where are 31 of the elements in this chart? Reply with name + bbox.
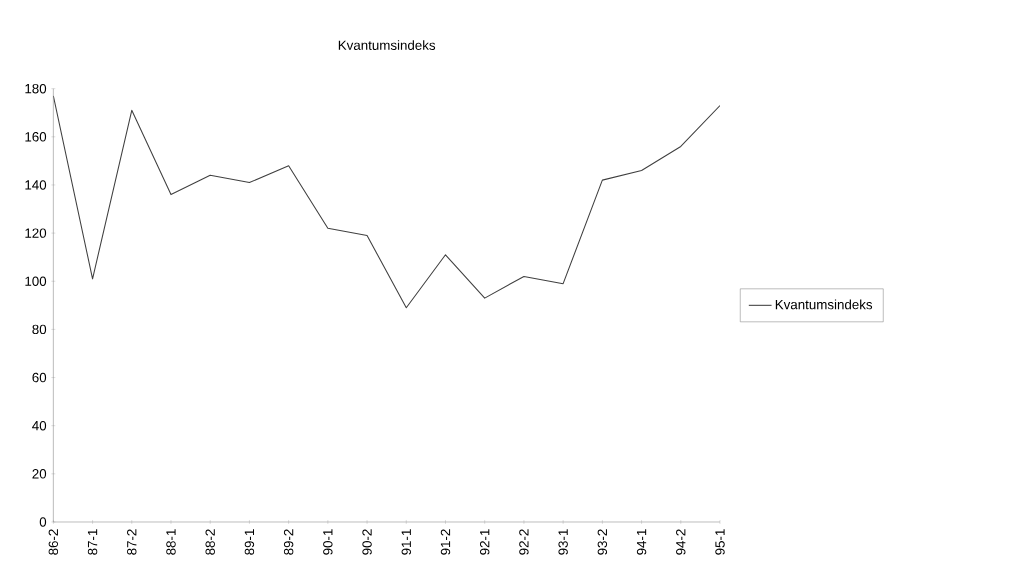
x-tick-label: 94-1 [636,529,647,555]
x-tick-label: 95-1 [715,529,725,555]
legend-label: Kvantumsindeks [775,299,873,310]
y-tick-label: 60 [32,372,47,383]
y-tick-label: 140 [25,180,47,190]
x-tick-label: 93-2 [597,529,608,555]
y-tick-label: 180 [25,83,47,94]
x-tick-label: 89-1 [244,529,255,555]
x-tick-label: 90-2 [362,529,372,555]
x-tick-label: 89-2 [283,529,294,555]
x-tick-label: 88-1 [166,529,176,555]
y-tick-label: 40 [32,420,47,431]
y-tick-label: 0 [39,517,47,527]
x-tick-label: 87-2 [127,529,137,555]
chart-title: Kvantumsindeks [338,40,436,50]
x-tick-label: 91-2 [440,529,451,555]
x-tick-label: 94-2 [676,529,686,555]
x-tick-label: 93-1 [558,529,568,555]
x-tick-label: 91-1 [401,529,411,555]
y-tick-label: 100 [25,276,47,286]
y-tick-label: 20 [32,469,47,479]
y-tick-label: 120 [25,228,47,238]
x-tick-label: 92-2 [519,529,529,555]
x-tick-label: 90-1 [323,529,333,555]
x-tick-label: 86-2 [48,529,59,555]
line-series [53,95,720,309]
x-tick-label: 87-1 [87,529,98,555]
x-tick-label: 92-1 [479,529,490,555]
y-tick-label: 80 [32,324,47,335]
y-tick-label: 160 [25,132,47,142]
x-tick-label: 88-2 [205,529,215,555]
